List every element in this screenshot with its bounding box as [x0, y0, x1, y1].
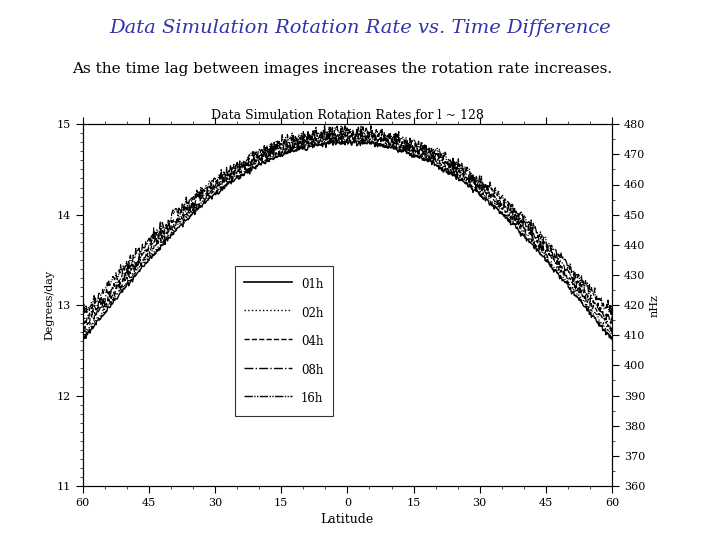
- 08h: [416, 146, 425, 153]
- 04h: [400, 141, 409, 148]
- 01h: [400, 147, 409, 153]
- 16h: [416, 143, 425, 149]
- 01h: [78, 334, 87, 340]
- 02h: [416, 152, 425, 159]
- 01h: [608, 336, 616, 343]
- 02h: [111, 293, 120, 299]
- Text: Data Simulation Rotation Rate vs. Time Difference: Data Simulation Rotation Rate vs. Time D…: [109, 19, 611, 37]
- 08h: [535, 240, 544, 247]
- 02h: [78, 332, 87, 339]
- 08h: [606, 321, 615, 328]
- 02h: [480, 192, 489, 198]
- 16h: [480, 184, 489, 191]
- 01h: [480, 195, 489, 202]
- Title: Data Simulation Rotation Rates for l ~ 128: Data Simulation Rotation Rates for l ~ 1…: [211, 109, 484, 122]
- 04h: [416, 150, 425, 157]
- Line: 08h: 08h: [83, 131, 612, 325]
- Legend: 01h, 02h, 04h, 08h, 16h: 01h, 02h, 04h, 08h, 16h: [235, 266, 333, 416]
- 04h: [341, 130, 349, 137]
- 04h: [607, 329, 616, 335]
- 16h: [535, 233, 544, 240]
- 04h: [535, 246, 544, 253]
- 08h: [387, 136, 395, 142]
- X-axis label: Latitude: Latitude: [321, 514, 374, 526]
- 02h: [339, 133, 348, 140]
- Line: 16h: 16h: [83, 124, 612, 323]
- 16h: [320, 121, 329, 127]
- 02h: [608, 334, 616, 341]
- 16h: [387, 134, 395, 140]
- 04h: [480, 188, 489, 195]
- 08h: [608, 315, 616, 321]
- 04h: [111, 288, 120, 294]
- 01h: [416, 152, 425, 159]
- Line: 01h: 01h: [83, 139, 612, 340]
- 04h: [387, 141, 395, 147]
- 01h: [343, 136, 351, 143]
- 01h: [535, 249, 544, 255]
- Y-axis label: nHz: nHz: [649, 294, 660, 316]
- 02h: [535, 242, 544, 249]
- Line: 02h: 02h: [83, 137, 612, 338]
- 16h: [400, 140, 409, 146]
- 08h: [480, 187, 489, 194]
- 08h: [400, 137, 409, 144]
- 16h: [608, 320, 616, 327]
- 08h: [78, 319, 87, 326]
- 02h: [387, 144, 395, 150]
- 16h: [111, 275, 120, 281]
- 04h: [78, 321, 87, 328]
- Text: As the time lag between images increases the rotation rate increases.: As the time lag between images increases…: [72, 62, 612, 76]
- Line: 04h: 04h: [83, 133, 612, 332]
- 02h: [400, 148, 409, 154]
- 16h: [78, 309, 87, 316]
- 08h: [111, 280, 120, 286]
- 04h: [608, 323, 616, 329]
- Y-axis label: Degrees/day: Degrees/day: [44, 270, 54, 340]
- 01h: [387, 145, 395, 151]
- 01h: [111, 296, 120, 302]
- 08h: [364, 128, 372, 134]
